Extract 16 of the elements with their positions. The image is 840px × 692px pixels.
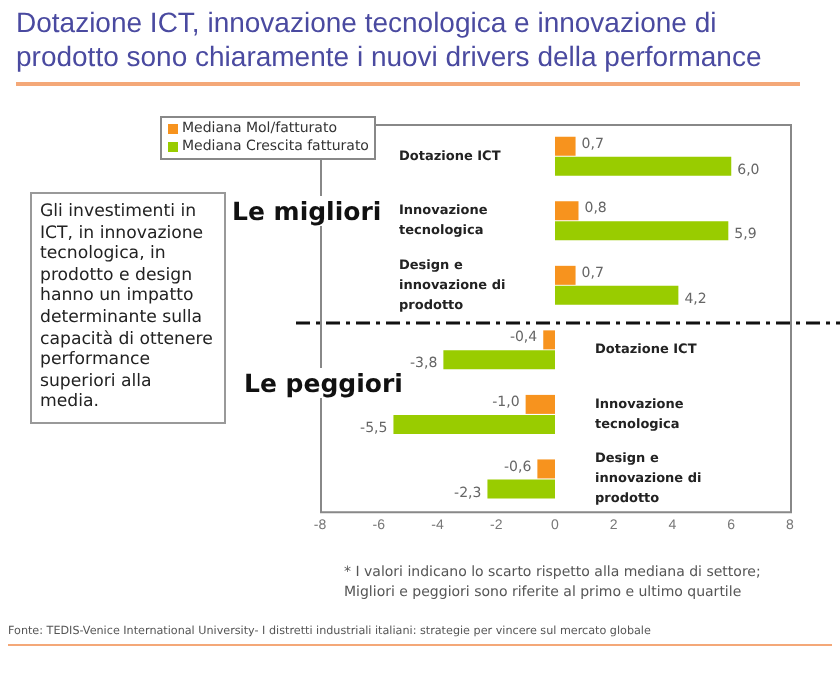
bar [555,265,576,285]
bar [443,350,555,370]
bar [555,156,732,176]
bar [543,330,555,350]
bar [555,221,729,241]
chart-title: Dotazione ICT, innovazione tecnologica e innovazione di prodotto sono chiaramente i nuovi drivers della performance [16,6,800,86]
annotation: Le migliori [232,196,382,226]
bar [393,414,555,434]
annotation: Le peggiori [244,368,403,398]
bar [525,394,555,414]
bar [555,201,579,221]
bar [555,285,679,305]
bar [555,136,576,156]
text: Gli investimenti in ICT, in innovazione tecnologica, in prodotto e design hanno un impatto determinante sulla capacità di ottenere performance superiori alla media. [40,202,213,413]
bar [537,459,555,479]
bar [487,479,555,499]
